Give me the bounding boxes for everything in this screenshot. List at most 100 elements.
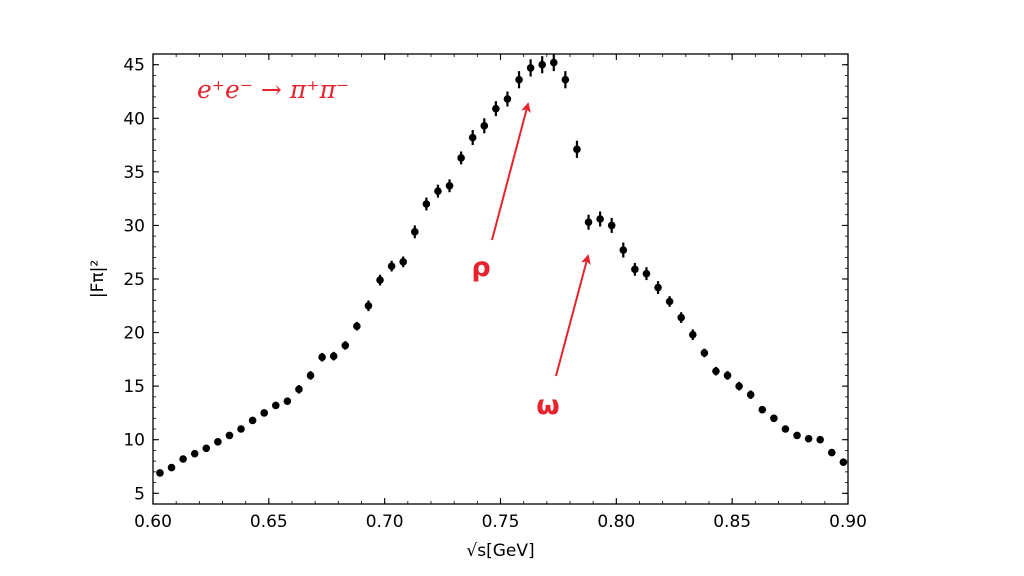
data-point [179,455,187,463]
data-marker [179,455,187,463]
data-point [237,425,245,433]
data-marker [237,425,245,433]
data-marker [410,228,419,236]
data-point [816,435,824,444]
data-point [214,438,222,446]
data-point [781,425,790,433]
data-marker [353,322,361,330]
data-marker [526,64,535,72]
y-tick-label: 10 [123,431,145,451]
data-point [723,371,732,380]
data-marker [584,218,593,227]
data-point [515,71,523,89]
data-marker [190,449,199,458]
data-marker [746,390,755,399]
omega-arrow [555,254,591,377]
data-marker [480,121,489,130]
data-point [295,385,303,394]
data-marker [492,104,500,113]
plot-frame [152,53,849,505]
data-point [341,341,350,350]
data-point [735,381,743,391]
y-tick-label: 45 [123,56,145,76]
data-marker [306,371,315,380]
y-tick-label: 30 [123,216,145,236]
data-point [248,416,257,425]
data-point [654,281,662,294]
data-marker [156,469,164,477]
data-marker [225,431,234,440]
y-tick-label: 20 [123,324,145,344]
data-point [642,267,651,281]
data-marker [688,330,697,339]
data-marker [793,431,801,440]
data-marker [642,269,651,278]
data-point [434,184,442,198]
data-point [712,366,720,376]
data-point [700,348,709,358]
data-marker [468,133,477,142]
x-tick-label: 0.80 [597,512,635,532]
data-point [480,118,489,134]
data-marker [271,401,280,410]
data-marker [839,458,848,467]
y-tick-label: 35 [123,163,145,183]
data-marker [816,435,824,444]
data-point [167,463,176,472]
data-point [758,405,767,414]
plot-area-border [152,53,849,505]
data-point [827,448,836,457]
data-point [318,352,326,362]
data-marker [735,382,743,390]
data-point [607,217,616,233]
data-marker [202,444,211,453]
data-marker [770,414,778,423]
data-point [631,262,639,276]
data-marker [561,75,570,84]
rho-arrow [491,102,531,241]
data-marker [341,341,350,350]
data-marker [248,416,257,425]
y-tick-label: 25 [123,270,145,290]
data-marker [619,246,628,254]
x-tick-label: 0.70 [366,512,404,532]
data-marker [654,283,662,292]
data-point [156,469,164,477]
data-marker [445,181,454,190]
rho-label: ρ [471,252,490,283]
data-point [190,449,199,458]
data-point [596,211,604,227]
data-marker [167,463,176,472]
data-point [746,390,755,399]
data-marker [827,448,836,457]
data-point [549,54,558,72]
data-marker [538,60,546,69]
data-marker [376,276,384,284]
x-tick-label: 0.90 [829,512,867,532]
data-marker [677,313,685,322]
data-marker [434,187,442,195]
data-point [364,300,373,312]
data-marker [457,154,465,162]
x-tick-label: 0.85 [713,512,751,532]
data-point [271,401,280,410]
data-point [584,214,593,230]
data-marker [422,200,431,208]
data-marker [700,349,709,357]
data-point [688,329,697,341]
data-point [561,71,570,89]
data-point [329,351,338,361]
reaction-annotation: e⁺e⁻ → π⁺π⁻ [197,75,349,104]
data-point [793,431,801,440]
data-marker [503,95,512,103]
x-tick-label: 0.60 [134,512,172,532]
x-tick-label: 0.75 [482,512,520,532]
data-marker [549,58,558,67]
data-marker [758,405,767,414]
data-marker [781,425,790,433]
x-axis-ticks: 0.60 0.65 0.70 0.75 0.80 0.85 0.90 [134,54,867,532]
data-marker [329,352,338,360]
data-point [422,197,431,211]
data-point [353,321,361,331]
data-point [839,458,848,467]
